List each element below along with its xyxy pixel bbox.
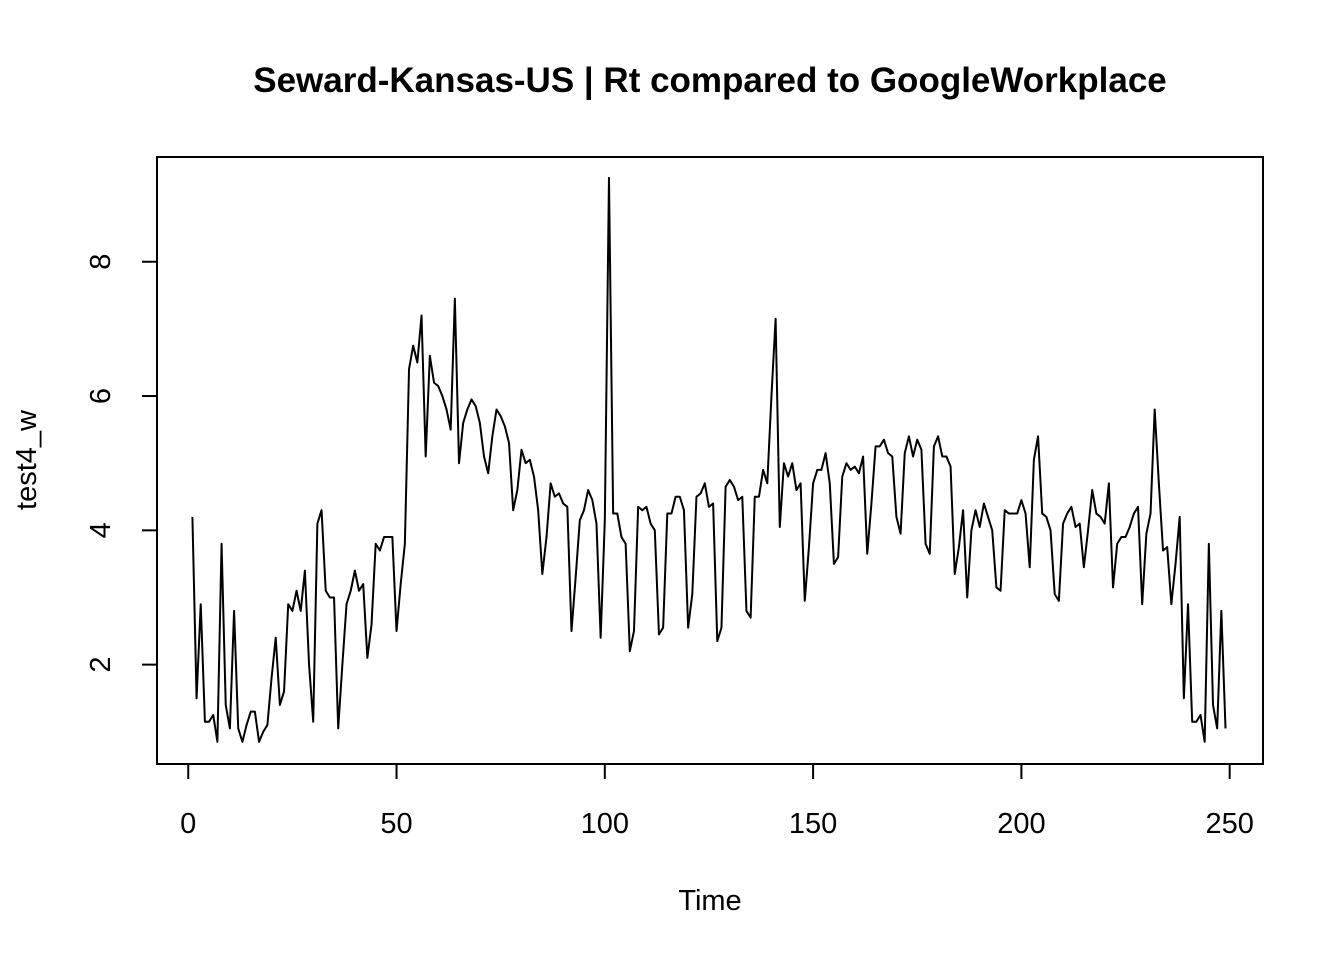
x-tick-label: 250 <box>1205 808 1253 840</box>
y-axis: 2 4 6 8 <box>85 254 158 673</box>
y-tick-label: 2 <box>85 657 117 673</box>
y-tick-label: 6 <box>85 388 117 404</box>
x-tick-label: 150 <box>789 808 837 840</box>
x-axis: 0 50 100 150 200 250 <box>180 763 1254 840</box>
plot-frame <box>156 156 1264 765</box>
x-tick-label: 100 <box>581 808 629 840</box>
chart-title: Seward-Kansas-US | Rt compared to Google… <box>253 61 1167 100</box>
x-axis-label: Time <box>678 885 741 917</box>
y-tick-label: 8 <box>85 254 117 270</box>
x-tick-label: 200 <box>997 808 1045 840</box>
y-tick-label: 4 <box>85 522 117 538</box>
x-tick-label: 0 <box>180 808 196 840</box>
series-line-test4_w <box>191 176 1227 743</box>
y-axis-label: test4_w <box>11 409 43 510</box>
x-tick-label: 50 <box>380 808 412 840</box>
